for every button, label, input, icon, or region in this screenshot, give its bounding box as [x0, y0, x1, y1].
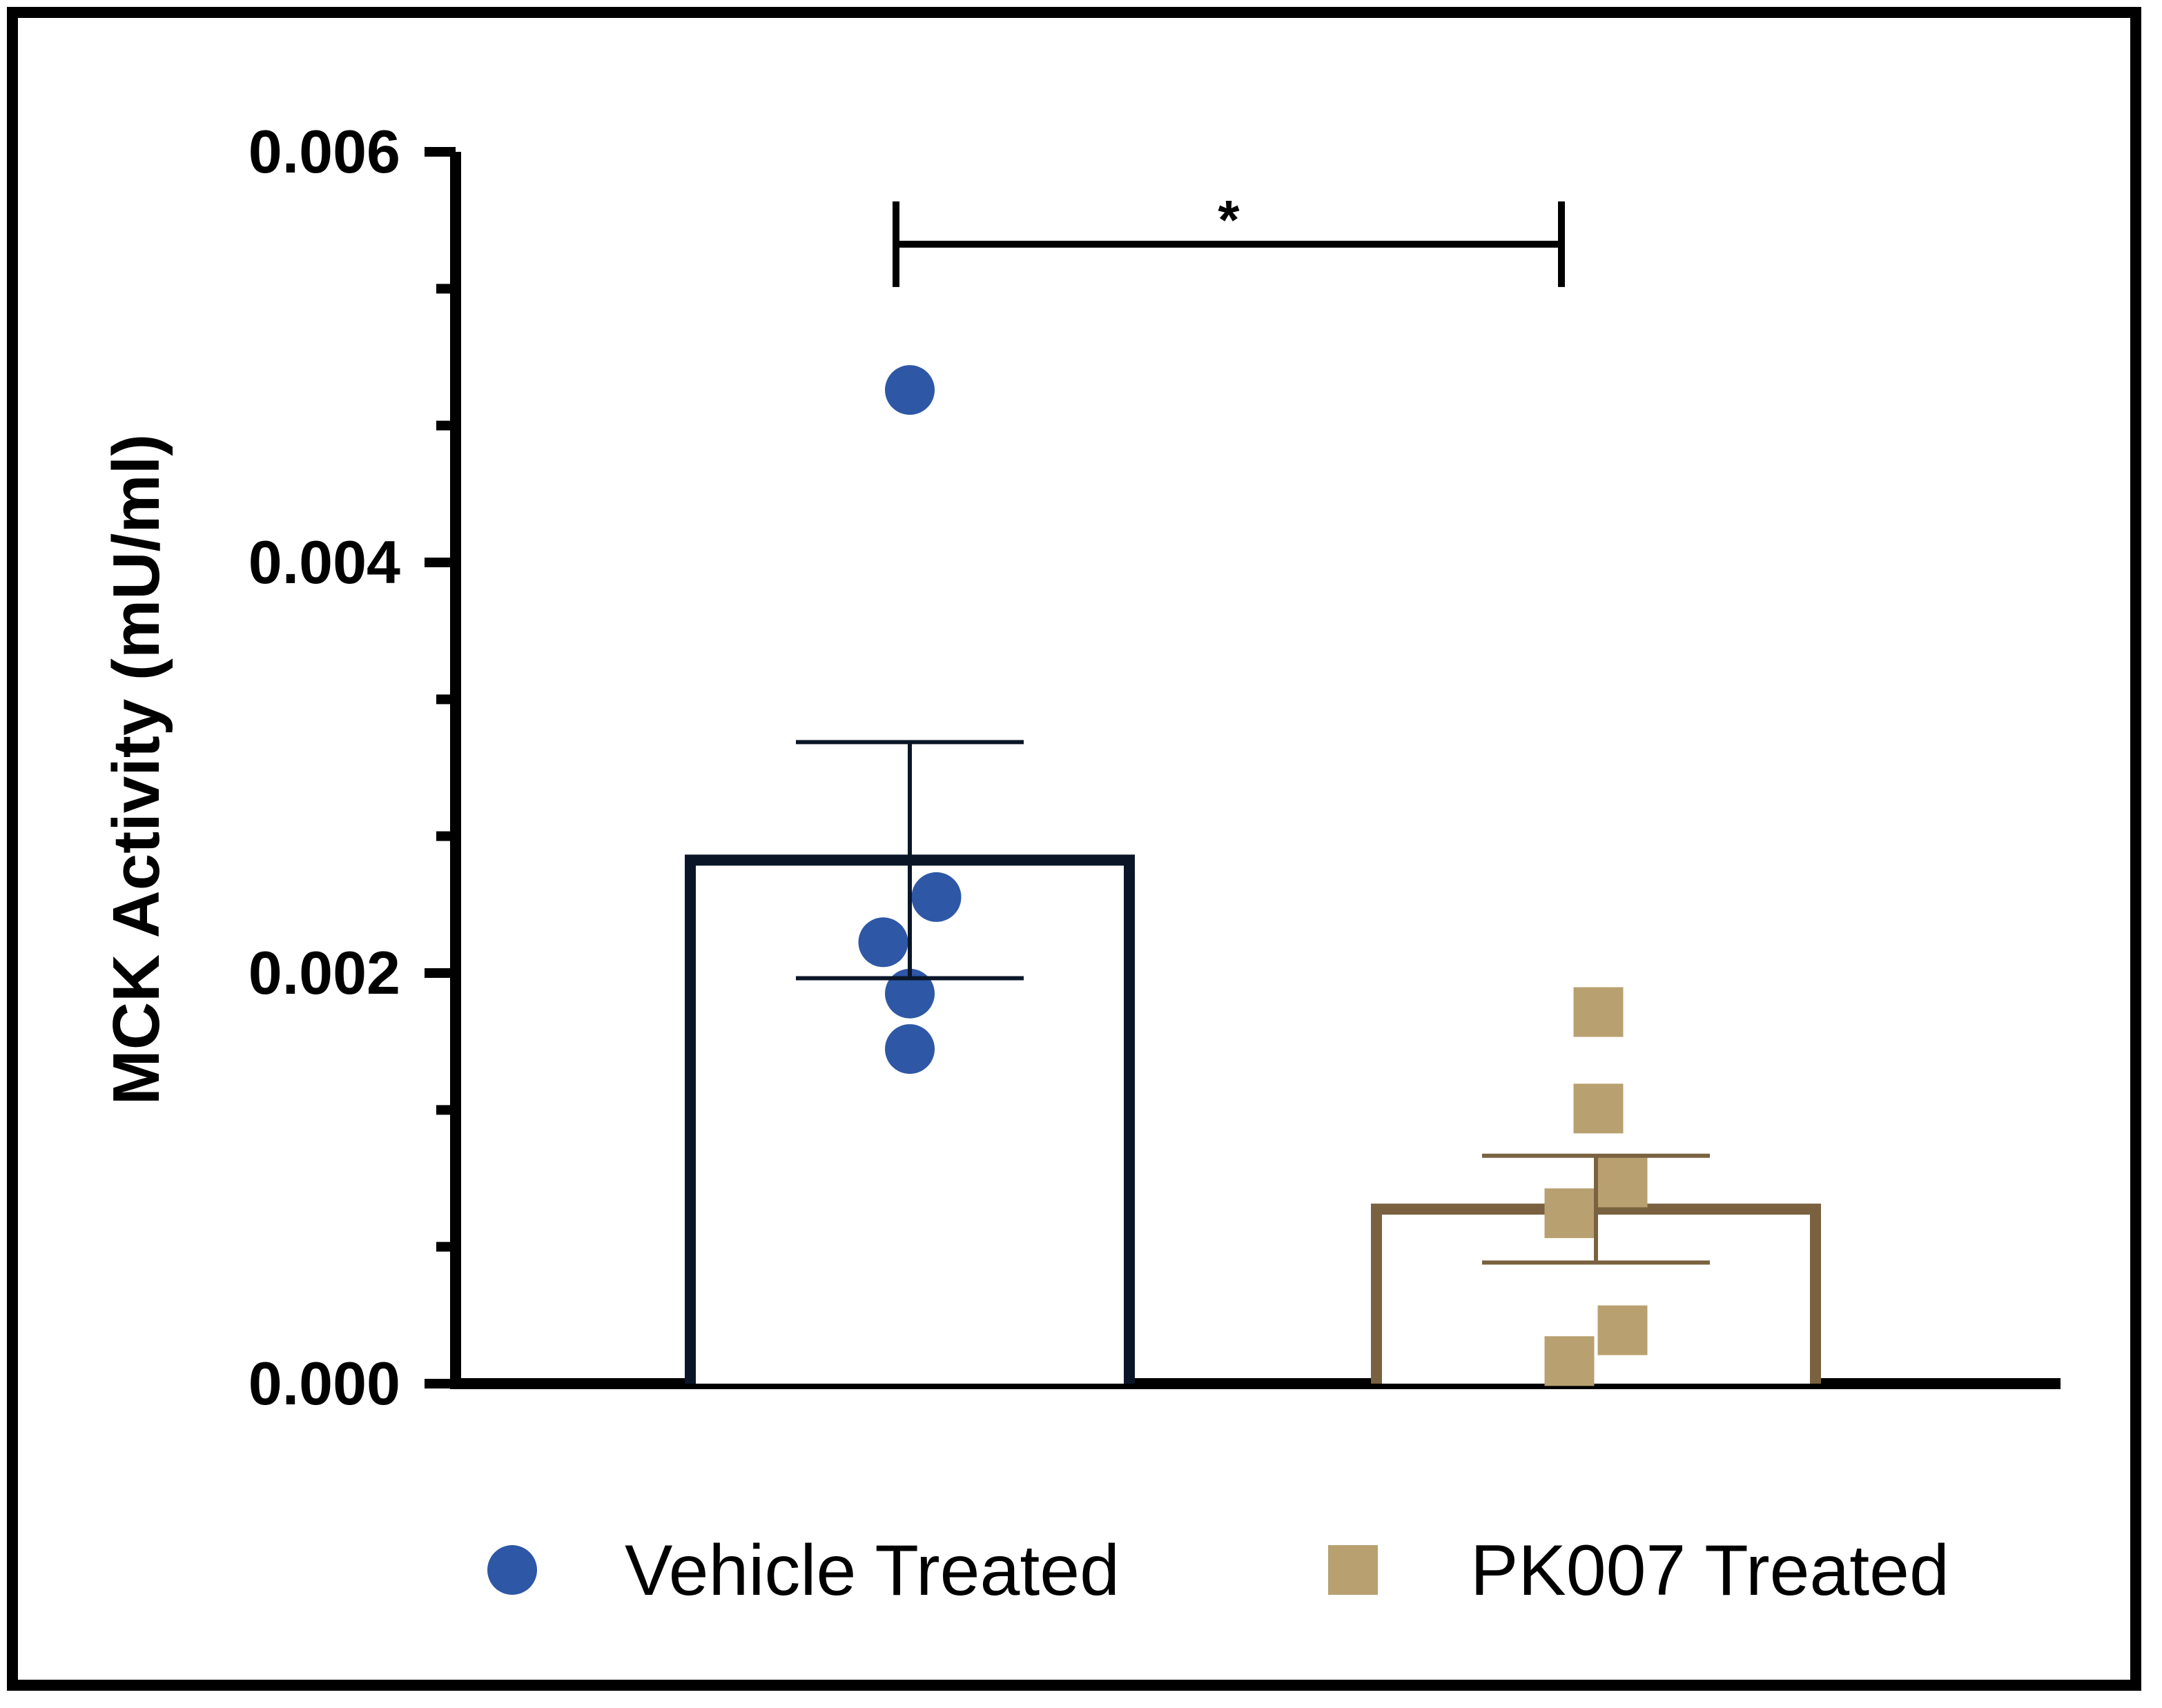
- legend-marker: [1328, 1545, 1378, 1595]
- y-tick-label: 0.006: [249, 117, 400, 186]
- data-point: [1573, 1083, 1624, 1134]
- error-bars: [796, 740, 1710, 1265]
- data-point: [885, 365, 935, 415]
- data-point: [858, 917, 908, 968]
- data-point: [1544, 1336, 1595, 1386]
- y-axis-title: MCK Activity (mU/ml): [99, 434, 173, 1106]
- data-point: [1597, 1157, 1648, 1208]
- y-tick-label: 0.004: [249, 528, 400, 596]
- data-points: [858, 365, 1648, 1386]
- legend-label: PK007 Treated: [1470, 1531, 1949, 1611]
- y-axis: 0.000 0.002 0.004 0.006: [249, 117, 461, 1417]
- data-point: [1597, 1305, 1648, 1355]
- data-point: [885, 968, 935, 1019]
- significance-bracket: *: [893, 189, 1565, 287]
- chart-frame: [7, 7, 2141, 1691]
- legend-label: Vehicle Treated: [625, 1531, 1120, 1611]
- legend-marker: [487, 1545, 537, 1595]
- y-tick-label: 0.002: [249, 939, 400, 1007]
- data-point: [885, 1024, 935, 1074]
- data-point: [1573, 987, 1624, 1037]
- data-point: [1544, 1188, 1595, 1239]
- y-tick-label: 0.000: [249, 1349, 400, 1417]
- data-point: [911, 872, 962, 922]
- significance-label: *: [1218, 189, 1240, 251]
- legend: Vehicle Treated PK007 Treated: [487, 1531, 1949, 1611]
